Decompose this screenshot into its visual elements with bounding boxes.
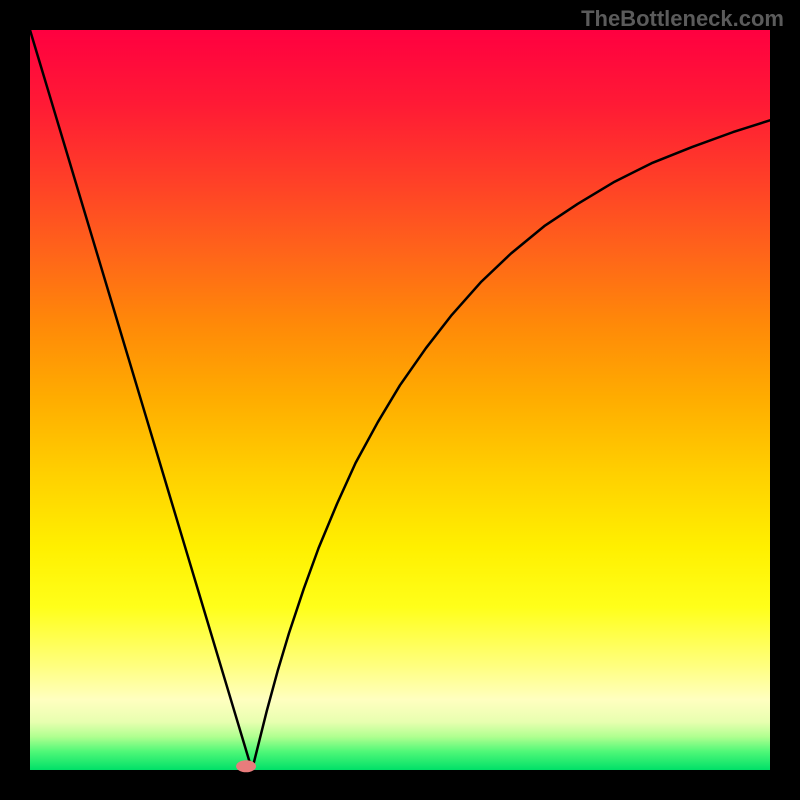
chart-svg xyxy=(0,0,800,800)
watermark-text: TheBottleneck.com xyxy=(581,6,784,32)
minimum-marker xyxy=(236,760,256,772)
chart-container: TheBottleneck.com xyxy=(0,0,800,800)
